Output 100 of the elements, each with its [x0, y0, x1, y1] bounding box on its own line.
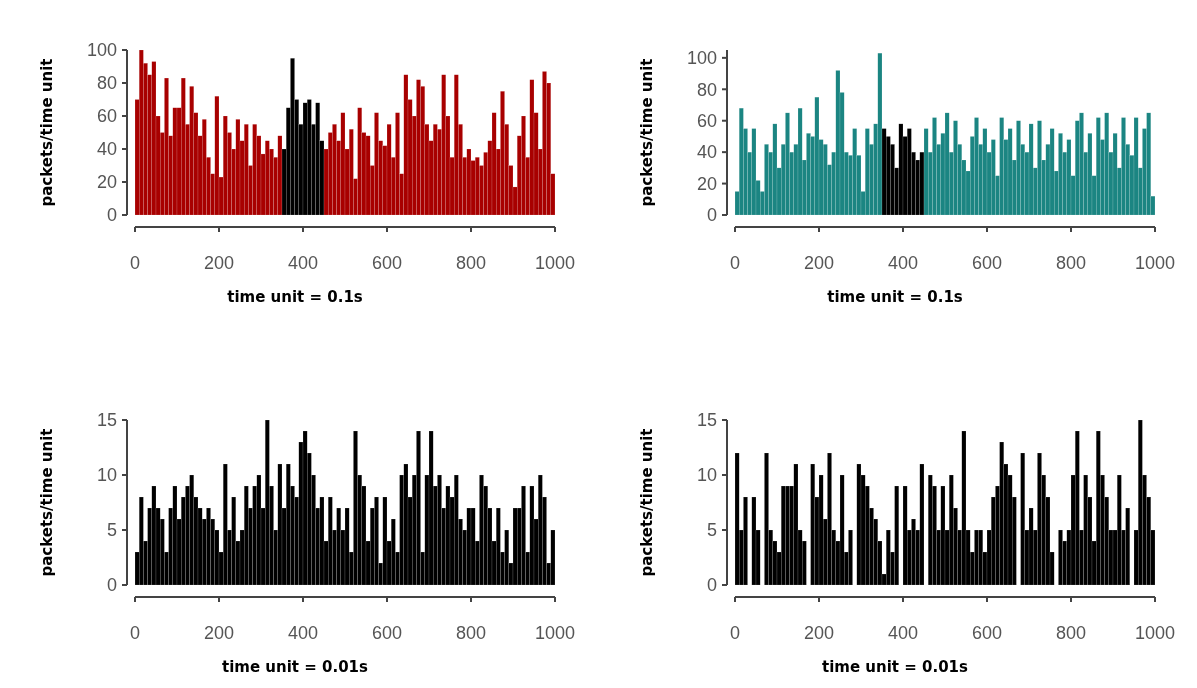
bar [235, 119, 241, 216]
x-axis-title: time unit = 0.1s [827, 288, 963, 306]
bar [953, 120, 958, 216]
x-tick-label: 1000 [1134, 253, 1176, 273]
bar [898, 123, 904, 216]
bar [521, 485, 526, 586]
bar [479, 474, 484, 586]
y-tick-label: 5 [106, 520, 117, 541]
bar [894, 485, 899, 586]
x-tick-label: 200 [203, 253, 235, 273]
y-tick-label: 0 [706, 205, 717, 226]
bar [403, 463, 409, 586]
bar [978, 529, 983, 586]
bar [256, 474, 262, 586]
y-tick-label: 20 [696, 173, 717, 194]
bar [793, 463, 799, 586]
x-tick-label: 400 [287, 623, 319, 643]
bar [164, 77, 169, 216]
bar [395, 112, 400, 216]
y-tick-label: 100 [86, 40, 117, 61]
bar [504, 529, 509, 586]
bar [151, 485, 157, 586]
y-axis-title: packets/time unit [638, 428, 657, 577]
bar [332, 124, 337, 216]
bar [751, 128, 757, 216]
bar [1037, 120, 1042, 216]
x-tick-label: 1000 [534, 253, 576, 273]
bar [529, 485, 535, 586]
bar [416, 430, 421, 586]
bar [785, 112, 790, 216]
x-tick-label: 600 [371, 253, 403, 273]
x-tick-label: 200 [803, 253, 835, 273]
x-axis-title: time unit = 0.1s [227, 288, 363, 306]
bar [827, 452, 832, 586]
bar [470, 507, 476, 586]
bar [386, 124, 392, 216]
x-tick-label: 0 [729, 253, 741, 273]
bar [1104, 112, 1109, 216]
bar [856, 463, 862, 586]
bar [797, 107, 803, 216]
bar [206, 507, 211, 586]
bar [1121, 117, 1126, 216]
bar [512, 507, 518, 586]
x-axis-title: time unit = 0.01s [822, 658, 969, 676]
x-tick-label: 600 [971, 623, 1003, 643]
bar [277, 135, 283, 216]
bar [772, 123, 778, 216]
bar [743, 496, 748, 586]
bar [382, 496, 388, 586]
x-tick-label: 1000 [534, 623, 576, 643]
x-tick-label: 600 [971, 253, 1003, 273]
bar [1016, 120, 1021, 216]
y-tick-label: 20 [96, 172, 117, 193]
y-tick-label: 5 [706, 520, 717, 541]
bar [940, 485, 946, 586]
x-tick-label: 1000 [1134, 623, 1176, 643]
y-tick-label: 0 [106, 575, 117, 596]
bar [1066, 139, 1072, 216]
bar [814, 96, 820, 216]
bar [374, 496, 379, 586]
bar [445, 485, 451, 586]
bar [1087, 133, 1093, 216]
bar [521, 115, 526, 216]
bar [340, 112, 346, 216]
bar [764, 452, 769, 586]
bar [374, 112, 379, 216]
bar [1049, 128, 1055, 216]
bar [302, 430, 308, 586]
bar [911, 518, 916, 586]
bar [1028, 123, 1034, 216]
bar [336, 507, 341, 586]
y-tick-label: 10 [96, 465, 117, 486]
x-tick-label: 0 [129, 623, 141, 643]
y-axis-title: packets/time unit [38, 58, 57, 207]
bar [1133, 117, 1139, 216]
bar [974, 117, 979, 216]
bar [1112, 133, 1118, 216]
bar [172, 485, 178, 586]
y-tick-label: 0 [106, 205, 117, 226]
x-tick-label: 800 [455, 623, 487, 643]
y-tick-label: 60 [696, 111, 717, 132]
bar [751, 496, 757, 586]
y-tick-label: 80 [696, 79, 717, 100]
x-tick-label: 0 [129, 253, 141, 273]
y-tick-label: 15 [96, 410, 117, 431]
y-tick-label: 40 [696, 142, 717, 163]
bar [999, 117, 1004, 216]
bar [231, 496, 236, 586]
bar [403, 74, 409, 216]
bar [302, 102, 308, 216]
x-tick-label: 800 [455, 253, 487, 273]
bar [839, 474, 845, 586]
bar [319, 496, 325, 586]
y-axis-title: packets/time unit [638, 58, 657, 207]
bar [500, 91, 505, 216]
x-tick-label: 600 [371, 623, 403, 643]
bar [902, 485, 908, 586]
bar [344, 507, 350, 586]
bar [428, 430, 434, 586]
y-tick-label: 80 [96, 73, 117, 94]
